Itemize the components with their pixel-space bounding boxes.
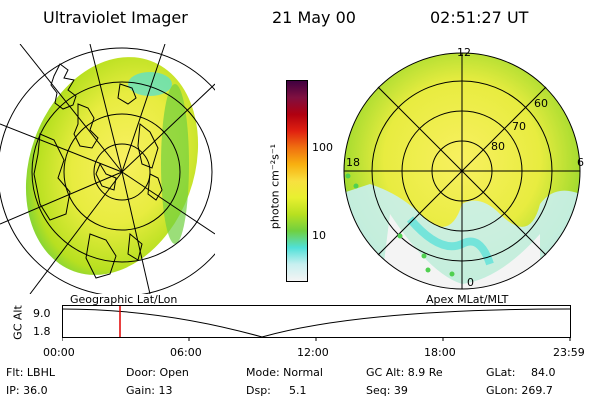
footer-mode: Mode: Normal — [246, 366, 323, 379]
footer-gcalt: GC Alt: 8.9 Re — [366, 366, 443, 379]
footer-ip: IP: 36.0 — [6, 384, 48, 397]
mlat-label-60: 60 — [534, 97, 548, 110]
geographic-label: Geographic Lat/Lon — [70, 293, 178, 306]
footer-glat-label: GLat: — [486, 366, 516, 379]
tick-1200: 12:00 — [297, 346, 329, 359]
mlt-label-6: 6 — [577, 156, 584, 169]
footer-dsp-label: Dsp: — [246, 384, 271, 397]
footer-seq: Seq: 39 — [366, 384, 408, 397]
colorbar-tick-100: 100 — [312, 141, 333, 154]
mlat-label-80: 80 — [491, 140, 505, 153]
altitude-timeline — [62, 305, 571, 341]
geographic-image-panel — [0, 44, 215, 294]
latlon-grid — [0, 44, 215, 294]
mlat-grid — [343, 52, 581, 290]
tick-0600: 06:00 — [170, 346, 202, 359]
timeline-ylabel: GC Alt — [11, 305, 25, 340]
colorbar-tick-10: 10 — [312, 229, 326, 242]
colorbar-unit-label: photon cm⁻²s⁻¹ — [268, 143, 282, 230]
tick-1800: 18:00 — [424, 346, 456, 359]
time-label: 02:51:27 UT — [430, 8, 529, 27]
tick-2359: 23:59 — [553, 346, 585, 359]
instrument-title: Ultraviolet Imager — [43, 8, 188, 27]
date-label: 21 May 00 — [272, 8, 356, 27]
auroral-disc — [25, 57, 199, 275]
colorbar — [286, 80, 308, 282]
footer-glat-value: 84.0 — [531, 366, 556, 379]
footer-glon: GLon: 269.7 — [486, 384, 553, 397]
mlt-label-12: 12 — [457, 46, 471, 59]
mlt-label-0: 0 — [467, 276, 474, 289]
tick-0000: 00:00 — [43, 346, 75, 359]
coastlines — [33, 63, 163, 279]
mlat-label-70: 70 — [512, 120, 526, 133]
footer-door: Door: Open — [126, 366, 189, 379]
footer-flt: Flt: LBHL — [6, 366, 55, 379]
footer-dsp-value: 5.1 — [289, 384, 307, 397]
timeline-ytop: 9.0 — [33, 307, 51, 320]
timeline-ybottom: 1.8 — [33, 325, 51, 338]
mlt-label-18: 18 — [346, 156, 360, 169]
apex-label: Apex MLat/MLT — [426, 293, 509, 306]
footer-gain: Gain: 13 — [126, 384, 173, 397]
apex-polar-panel — [343, 52, 581, 290]
